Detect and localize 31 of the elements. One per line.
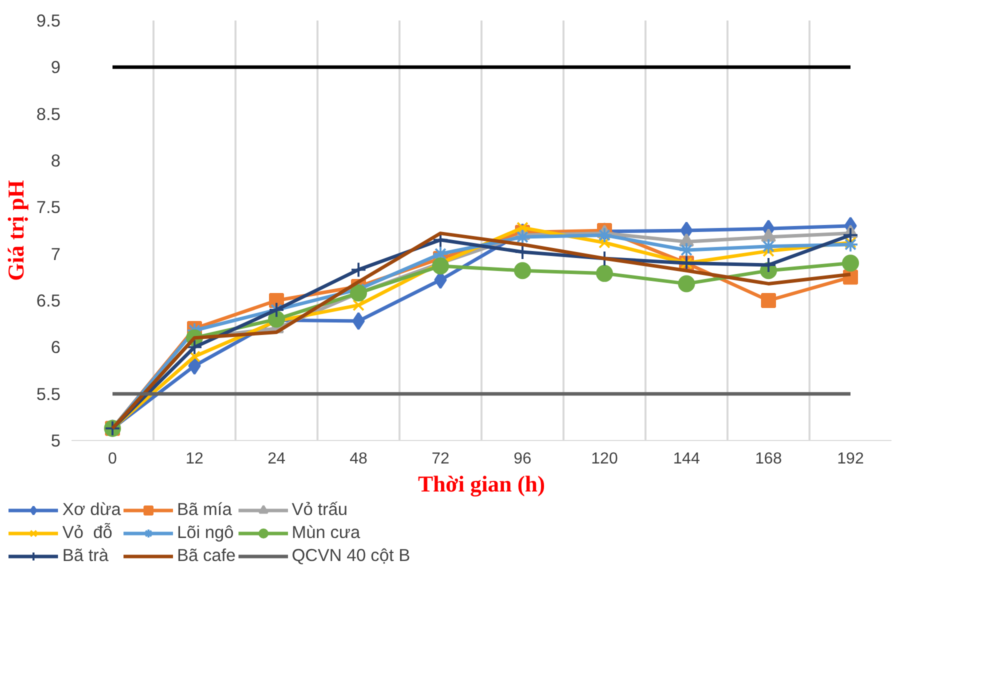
legend-label: QCVN 40 cột B	[292, 545, 410, 566]
x-tick-label: 120	[591, 450, 618, 468]
legend-label: Bã mía	[176, 499, 232, 520]
x-tick-label: 192	[837, 450, 864, 468]
x-tick-label: 96	[514, 450, 532, 468]
x-tick-label: 72	[432, 450, 450, 468]
legend-label: Vỏ đỗ	[62, 522, 112, 543]
x-tick-label: 48	[350, 450, 368, 468]
y-tick-label: 6.5	[36, 290, 61, 310]
x-tick-label: 24	[268, 450, 286, 468]
y-tick-label: 8	[50, 150, 61, 170]
legend-label: Lõi ngô	[176, 522, 234, 543]
y-tick-label: 5	[50, 430, 61, 450]
y-axis-title: Giá trị pH	[3, 180, 28, 281]
y-tick-label: 7	[50, 244, 61, 264]
x-tick-label: 144	[673, 450, 700, 468]
legend-label: Bã cafe	[176, 545, 236, 566]
x-axis-title: Thời gian (h)	[418, 472, 546, 496]
legend-label: Mùn cưa	[292, 522, 360, 543]
y-tick-label: 7.5	[36, 197, 61, 218]
x-tick-label: 12	[186, 450, 204, 468]
y-tick-label: 9.5	[36, 10, 61, 30]
legend-label: Xơ dừa	[62, 499, 121, 520]
y-tick-label: 6	[50, 337, 61, 358]
x-tick-label: 168	[755, 450, 782, 468]
y-tick-label: 9	[50, 57, 61, 78]
x-tick-label: 0	[108, 450, 118, 468]
y-tick-label: 8.5	[36, 104, 61, 124]
legend-label: Bã trà	[62, 545, 109, 566]
y-tick-label: 5.5	[36, 384, 61, 404]
legend-label: Vỏ trấu	[292, 499, 348, 520]
